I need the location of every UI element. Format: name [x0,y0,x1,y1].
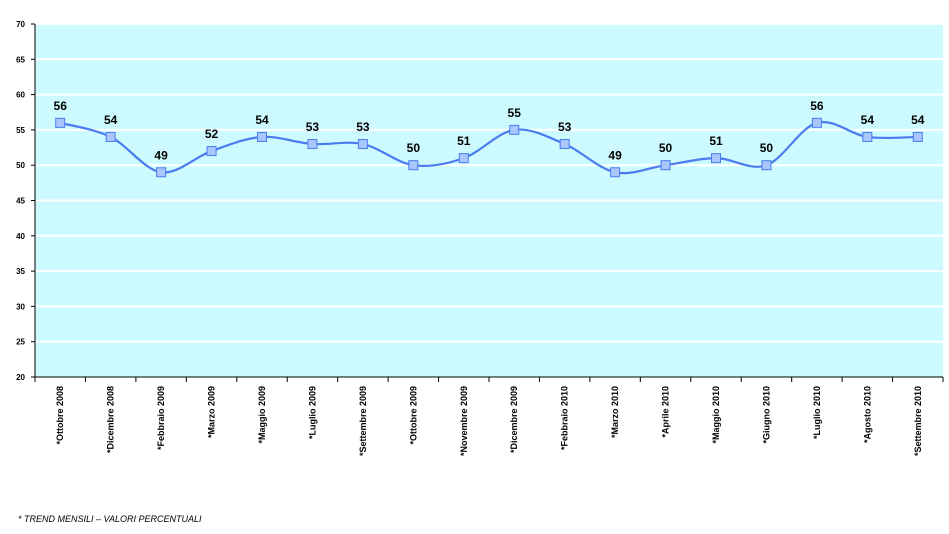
x-tick-label: *Dicembre 2009 [509,386,519,453]
data-label: 54 [255,113,269,127]
data-point-marker [711,153,721,164]
x-tick-label: *Febbraio 2009 [156,386,166,450]
x-tick-label: *Febbraio 2010 [560,386,570,450]
data-point-marker [761,160,772,171]
data-point-marker [862,131,873,142]
x-tick-label: *Ottobre 2008 [55,386,65,445]
data-point-marker [156,167,167,178]
data-point-marker [357,139,368,150]
footnote: * TREND MENSILI – VALORI PERCENTUALI [18,514,202,524]
data-label: 52 [205,127,219,141]
y-tick-label: 55 [16,126,25,135]
x-tick-label: *Aprile 2010 [661,386,671,438]
data-point-marker [912,131,923,142]
data-point-marker [509,124,520,135]
data-point-marker [660,160,671,171]
x-tick-label: *Dicembre 2008 [106,386,116,453]
data-label: 54 [104,113,118,127]
data-point-marker [559,139,570,150]
data-point-marker [257,131,267,142]
x-tick-label: *Settembre 2010 [913,386,923,456]
series-markers [55,117,923,178]
data-label: 49 [608,148,622,162]
x-tick-label: *Maggio 2010 [711,386,721,444]
x-tick-label: *Novembre 2009 [459,386,469,456]
x-tick-label: *Agosto 2010 [862,386,872,443]
data-label: 49 [154,148,168,162]
data-point-marker [811,117,822,128]
x-tick-label: *Giugno 2010 [761,386,771,444]
y-tick-label: 20 [16,373,25,382]
data-label: 51 [709,134,723,148]
data-label: 53 [558,120,572,134]
data-label: 51 [457,134,471,148]
x-tick-labels: *Ottobre 2008 *Dicembre 2008 *Febbraio 200… [34,377,944,456]
data-point-marker [610,167,621,178]
y-tick-label: 35 [16,267,25,276]
data-point-marker [105,131,116,142]
data-label: 53 [356,120,370,134]
data-label: 50 [760,141,774,155]
y-tick-label: 25 [16,338,25,347]
data-point-marker [458,153,469,164]
x-tick-label: *Marzo 2009 [207,386,217,438]
x-tick-label: *Maggio 2009 [257,386,267,444]
y-tick-label: 60 [16,91,25,100]
y-tick-label: 70 [16,20,25,29]
x-tick-label: *Ottobre 2009 [408,386,418,445]
y-tick-labels: 20 25 30 35 40 45 50 55 60 65 70 [16,20,35,382]
x-tick-label: *Settembre 2009 [358,386,368,456]
data-label: 56 [54,99,68,113]
data-label: 53 [306,120,320,134]
data-point-marker [307,139,318,150]
data-point-marker [408,160,419,171]
data-point-marker [206,146,217,157]
y-tick-label: 65 [16,55,25,64]
series-line [59,120,918,175]
x-tick-label: *Luglio 2010 [812,386,822,439]
x-tick-label: *Luglio 2009 [307,386,317,439]
data-label: 54 [861,113,875,127]
data-label: 50 [659,141,673,155]
data-label: 56 [810,99,824,113]
data-labels: 56 54 49 52 54 53 53 50 51 55 53 49 50 51 50 56 54 54 [54,99,925,162]
y-tick-label: 30 [16,302,25,311]
data-label: 55 [508,106,522,120]
y-tick-label: 40 [16,232,25,241]
y-tick-label: 45 [16,197,25,206]
data-label: 54 [911,113,925,127]
y-tick-label: 50 [16,161,25,170]
x-tick-label: *Marzo 2010 [610,386,620,438]
gridlines [35,23,943,343]
data-point-marker [55,117,66,128]
data-label: 50 [407,141,421,155]
